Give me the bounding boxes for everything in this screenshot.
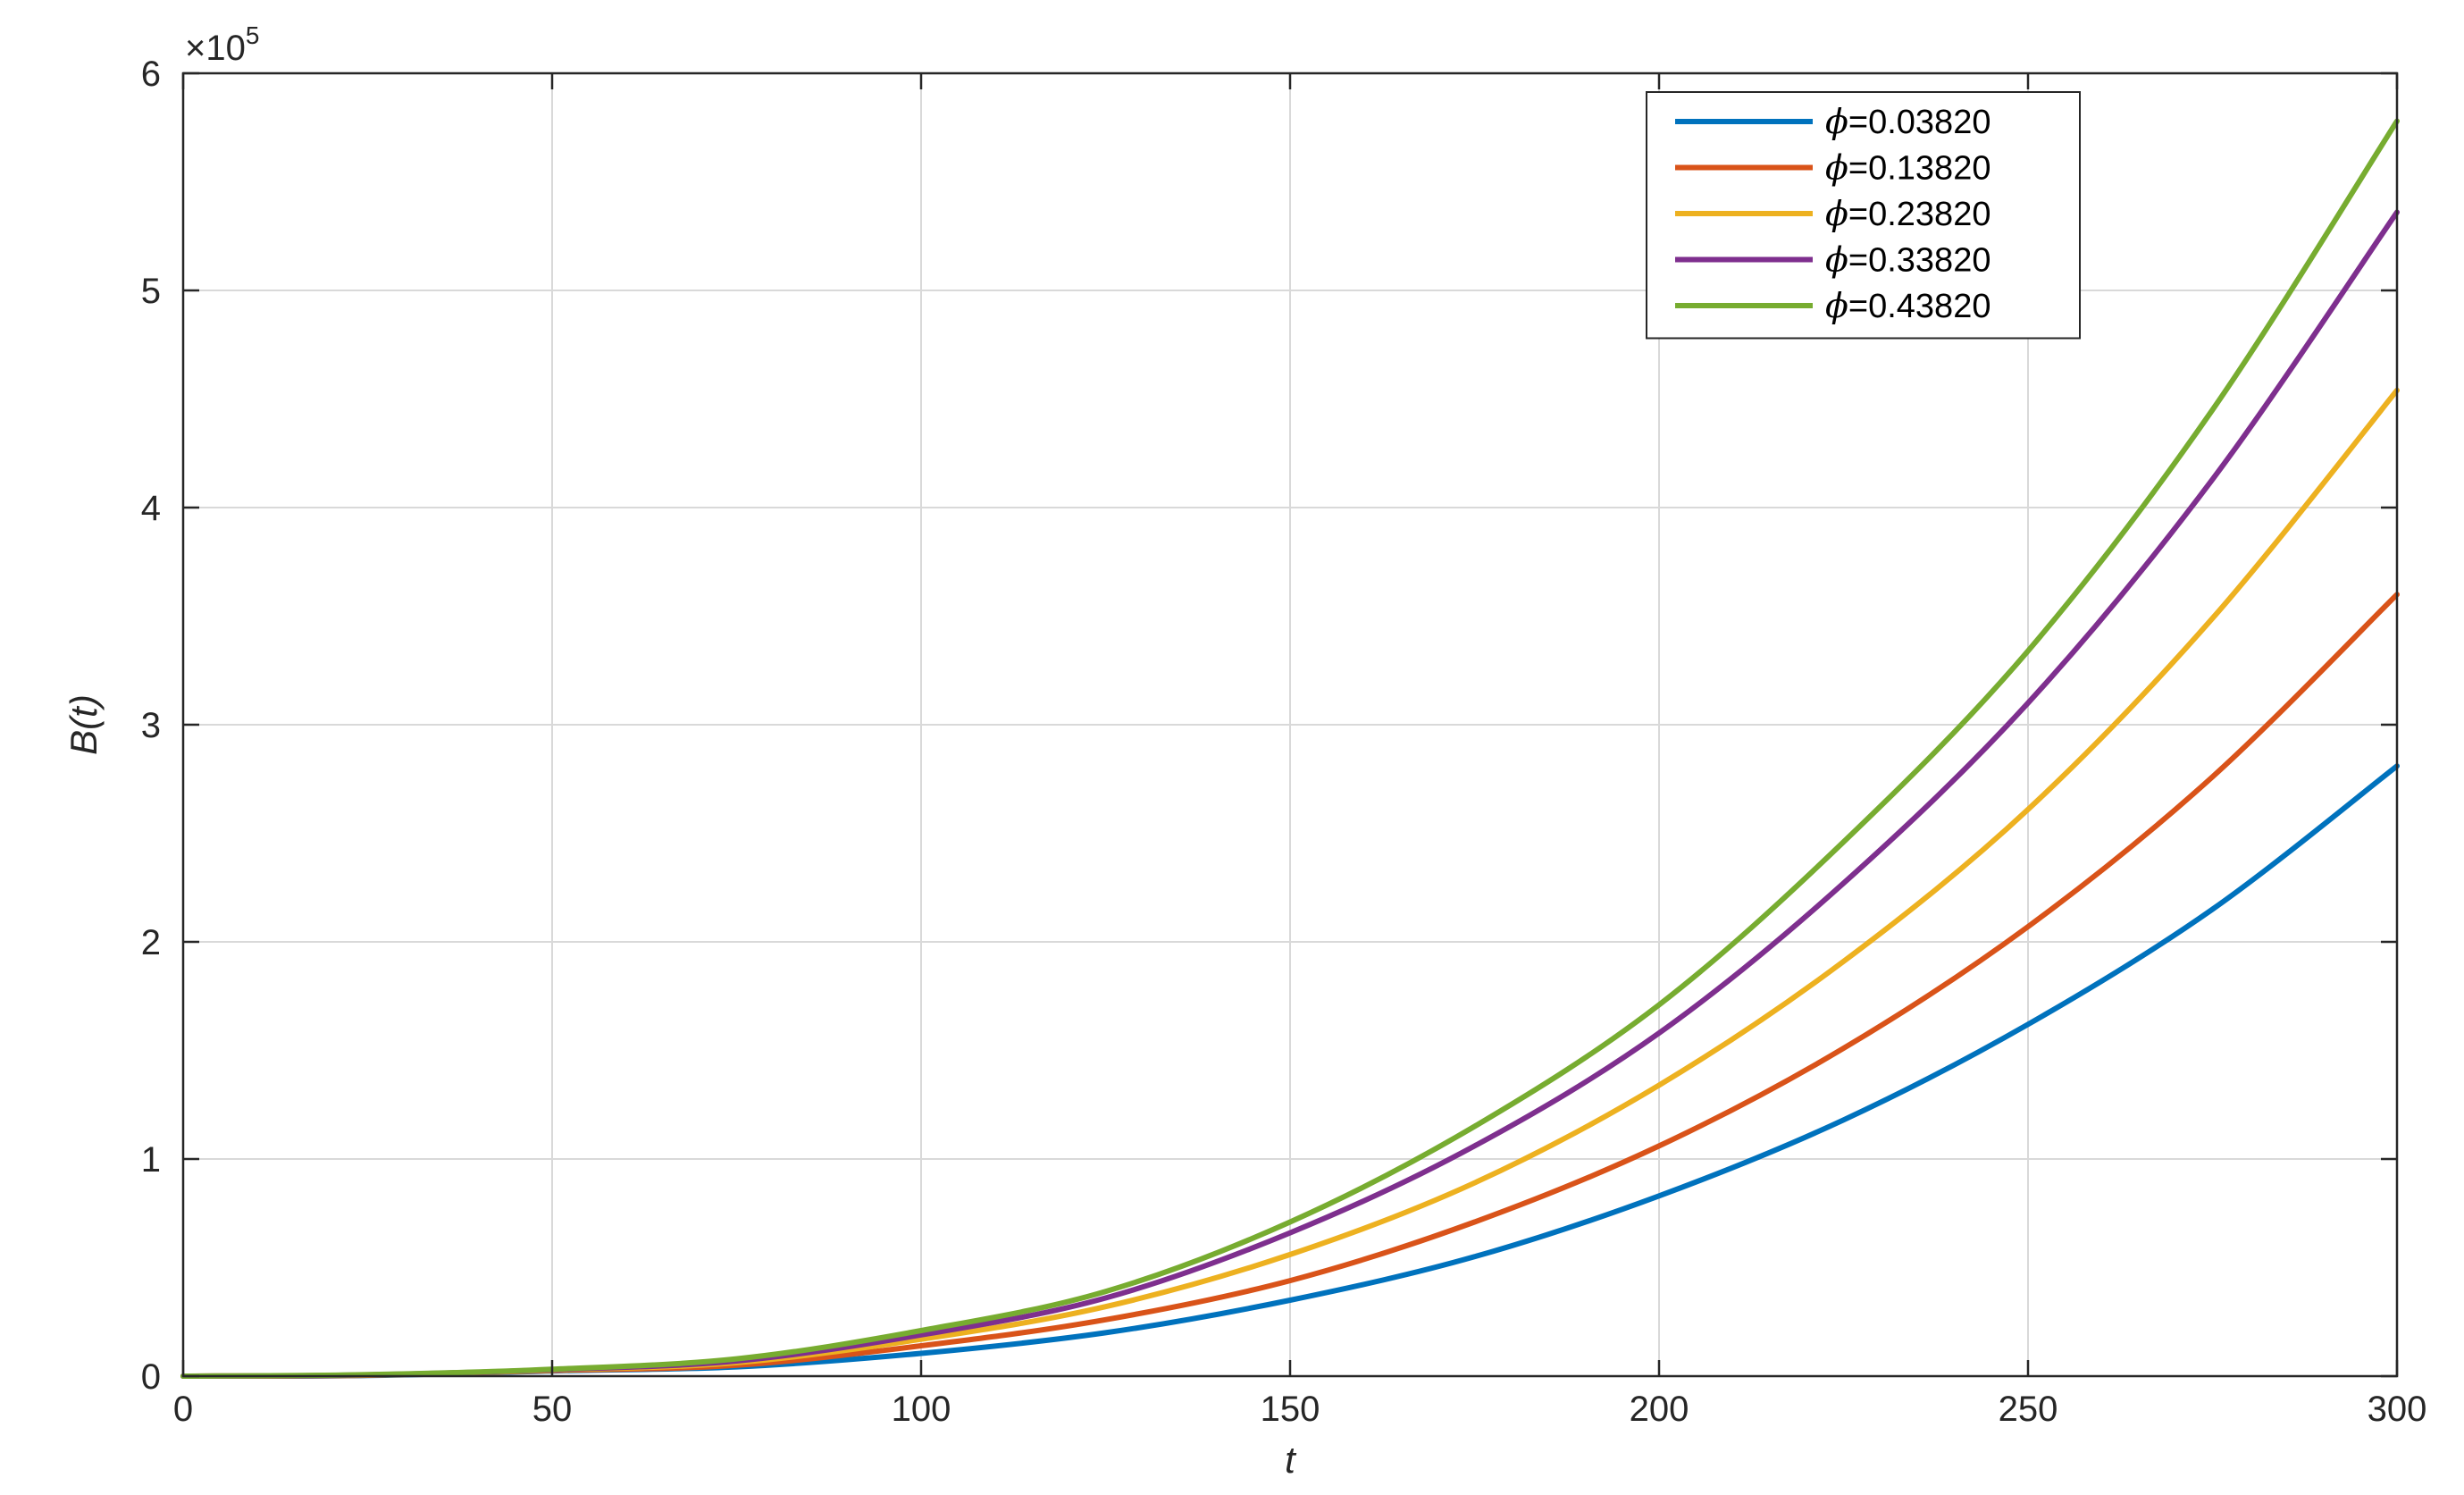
legend-symbol-4: ϕ (1825, 240, 1848, 280)
y-axis-exponent-label: ×105 (185, 21, 259, 68)
legend-entry-1: ϕ=0.03820 (1825, 102, 1990, 141)
x-tick-label: 50 (532, 1390, 573, 1429)
series-line-5 (180, 118, 2400, 1379)
legend-label-2: =0.13820 (1848, 150, 1991, 188)
legend-label-3: =0.23820 (1848, 196, 1991, 233)
y-axis-label: B(t) (63, 694, 105, 755)
legend: ϕ=0.03820ϕ=0.13820ϕ=0.23820ϕ=0.33820ϕ=0.… (1646, 91, 2081, 340)
y-tick-label: 6 (141, 55, 161, 94)
x-tick-label: 150 (1261, 1390, 1320, 1429)
axis-ticks (181, 71, 2399, 1378)
x-axis-label: t (1285, 1439, 1297, 1481)
x-tick-label: 200 (1630, 1390, 1689, 1429)
y-tick-label: 4 (141, 489, 161, 528)
legend-symbol-1: ϕ (1825, 102, 1848, 141)
legend-entry-5: ϕ=0.43820 (1825, 286, 1990, 325)
x-tick-label: 300 (2368, 1390, 2427, 1429)
legend-label-5: =0.43820 (1848, 288, 1991, 325)
legend-entry-3: ϕ=0.23820 (1825, 194, 1990, 233)
legend-symbol-2: ϕ (1825, 148, 1848, 188)
y-axis-tick-labels: 0 1 2 3 4 5 6 (141, 55, 161, 1397)
x-tick-label: 0 (173, 1390, 193, 1429)
legend-entry-4: ϕ=0.33820 (1825, 240, 1990, 280)
y-axis-exponent-power: 5 (246, 21, 260, 49)
legend-symbol-3: ϕ (1825, 194, 1848, 233)
series-lines (180, 118, 2400, 1379)
y-tick-label: 1 (141, 1140, 161, 1180)
y-tick-label: 3 (141, 706, 161, 745)
y-axis-exponent-base: ×10 (185, 29, 246, 68)
y-tick-label: 2 (141, 923, 161, 962)
legend-entry-2: ϕ=0.13820 (1825, 148, 1990, 188)
x-tick-label: 100 (892, 1390, 951, 1429)
legend-symbol-5: ϕ (1825, 286, 1848, 325)
y-tick-label: 0 (141, 1357, 161, 1397)
y-tick-label: 5 (141, 272, 161, 311)
x-axis-tick-labels: 0 50 100 150 200 250 300 (173, 1390, 2427, 1429)
legend-label-4: =0.33820 (1848, 242, 1991, 280)
x-tick-label: 250 (1999, 1390, 2058, 1429)
legend-label-1: =0.03820 (1848, 104, 1991, 141)
